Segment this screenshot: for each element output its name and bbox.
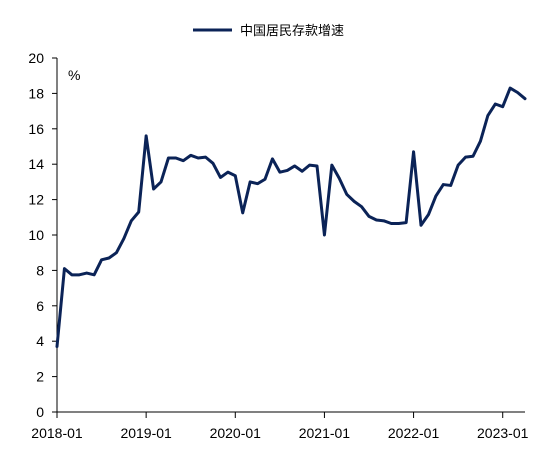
data-point	[523, 97, 527, 100]
legend-label: 中国居民存款增速	[240, 24, 344, 39]
y-unit-label: %	[68, 67, 80, 83]
axes	[52, 57, 525, 418]
data-point	[122, 237, 126, 240]
data-point	[78, 273, 81, 277]
data-point	[345, 193, 348, 196]
y-tick-label: 6	[36, 298, 44, 314]
data-point	[352, 200, 356, 203]
data-point	[159, 180, 163, 184]
data-point	[137, 210, 140, 214]
data-point	[286, 169, 289, 172]
y-tick-label: 8	[36, 262, 44, 278]
data-point	[338, 177, 341, 180]
data-point	[442, 183, 445, 186]
y-tick-label: 4	[36, 333, 44, 349]
series-line	[55, 86, 527, 349]
data-point	[479, 139, 482, 143]
data-point	[434, 194, 438, 198]
data-point	[427, 213, 430, 216]
data-point	[189, 154, 192, 157]
data-point	[419, 224, 423, 227]
data-point	[390, 222, 393, 225]
data-point	[55, 345, 59, 348]
data-point	[516, 91, 519, 94]
data-point	[501, 105, 504, 108]
data-point	[152, 187, 155, 191]
data-point	[494, 102, 497, 106]
data-point	[92, 273, 96, 277]
y-tick-label: 0	[36, 404, 44, 420]
data-point	[70, 273, 74, 277]
y-tick-label: 14	[28, 156, 44, 172]
data-point	[375, 218, 378, 222]
data-point	[196, 156, 200, 160]
x-tick-label: 2023-01	[477, 425, 529, 441]
data-point	[241, 211, 244, 215]
x-tick-labels: 2018-01 2019-01 2020-01 2021-01 2022-01 2023-…	[31, 425, 528, 441]
x-tick-label: 2022-01	[388, 425, 440, 441]
legend: 中国居民存款增速	[193, 24, 344, 39]
data-point	[219, 176, 222, 179]
data-point	[367, 215, 371, 218]
data-point	[100, 258, 103, 261]
data-point	[486, 114, 490, 117]
data-point	[315, 164, 319, 168]
y-tick-label: 18	[28, 85, 44, 101]
data-point	[278, 170, 282, 174]
data-point	[263, 178, 267, 181]
data-point	[412, 150, 415, 154]
x-tick-label: 2019-01	[120, 425, 172, 441]
data-point	[508, 86, 512, 90]
data-point	[174, 156, 178, 160]
data-point	[115, 251, 118, 254]
data-point	[63, 267, 66, 270]
y-tick-labels: 0 2 4 6 8 10 12 14 16 18 20	[28, 50, 44, 420]
data-point	[211, 162, 215, 165]
data-point	[471, 155, 475, 158]
data-points	[55, 86, 527, 348]
y-tick-label: 10	[28, 227, 44, 243]
data-point	[234, 174, 237, 177]
y-tick-label: 12	[28, 192, 44, 208]
data-point	[308, 163, 311, 167]
data-point	[397, 222, 400, 225]
data-point	[464, 155, 467, 159]
x-tick-label: 2018-01	[31, 425, 83, 441]
data-point	[293, 164, 296, 168]
data-point	[85, 271, 88, 275]
data-point	[204, 155, 207, 159]
y-tick-label: 20	[28, 50, 44, 66]
data-point	[330, 163, 334, 167]
data-point	[449, 184, 452, 187]
data-point	[382, 219, 386, 223]
x-tick-label: 2020-01	[210, 425, 262, 441]
data-point	[323, 233, 326, 237]
x-tick-label: 2021-01	[299, 425, 351, 441]
data-point	[182, 159, 185, 162]
data-point	[256, 182, 259, 185]
data-point	[130, 219, 133, 223]
y-tick-label: 16	[28, 121, 44, 137]
data-point	[144, 134, 148, 138]
y-tick-label: 2	[36, 369, 44, 385]
data-point	[107, 256, 111, 260]
data-point	[167, 156, 170, 160]
data-point	[248, 180, 252, 184]
data-point	[226, 170, 230, 174]
data-point	[456, 163, 460, 167]
data-point	[404, 221, 408, 224]
data-point	[300, 170, 304, 173]
data-point	[271, 157, 274, 161]
data-point	[360, 205, 363, 208]
